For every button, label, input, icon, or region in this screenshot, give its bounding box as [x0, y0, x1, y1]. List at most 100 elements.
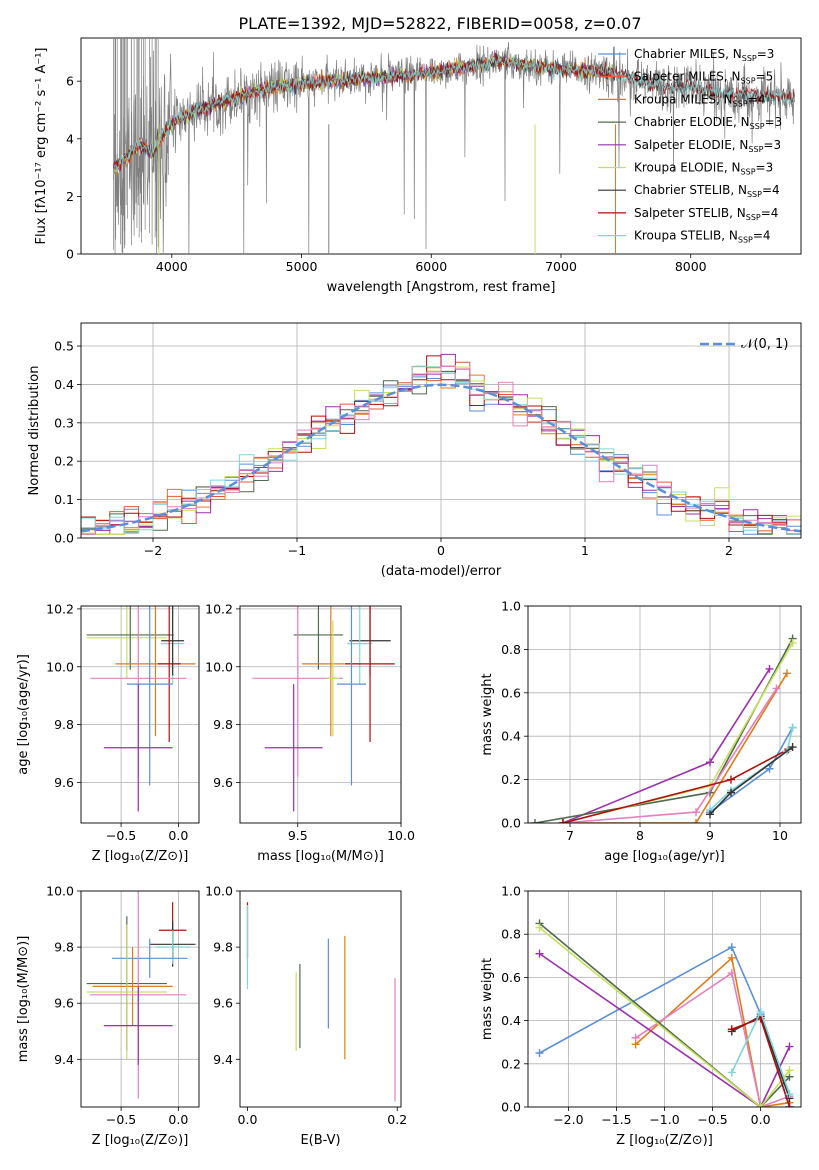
y-axis-label: age [log₁₀(age/yr)] [16, 654, 31, 775]
x-tick-label: −1 [288, 543, 306, 558]
y-tick-label: 0.1 [54, 492, 74, 507]
x-tick-label: 0.0 [168, 1112, 188, 1127]
massweight-vs-age-panel: 7 8 9 10 0.0 0.2 0.4 0.6 0.8 1.0 age [log₁₀(age/yr… [480, 599, 802, 864]
mass-weight-marker [785, 1103, 794, 1107]
y-tick-label: 0.6 [501, 970, 521, 985]
residual-plot-area [81, 353, 801, 535]
legend-entry: Chabrier MILES, NSSP=3 [634, 47, 774, 63]
mass-weight-marker [531, 819, 539, 823]
axes-frame [527, 605, 802, 824]
legend-entry: Salpeter ELODIE, NSSP=3 [634, 138, 781, 154]
y-tick-label: 10.0 [46, 659, 74, 674]
x-tick-label: 5000 [286, 259, 318, 274]
mass-weight-marker [772, 684, 781, 693]
y-tick-label: 9.6 [213, 996, 233, 1011]
x-axis-label: age [log₁₀(age/yr)] [604, 849, 725, 864]
mass-weight-marker [785, 1066, 794, 1075]
y-tick-label: 0.8 [501, 642, 521, 657]
mass-weight-marker [535, 1049, 544, 1057]
x-tick-label: 10.0 [387, 828, 415, 843]
mass-weight-marker [765, 664, 774, 673]
x-tick-label: 0 [437, 543, 445, 558]
mass-vs-Z-panel: −0.5 0.0 9.4 9.6 9.8 10.0 Z [log₁₀(Z/Z⊙)] mass … [16, 884, 200, 1148]
spectrum-panel: 4000 5000 6000 7000 8000 0 2 4 6 wavelength [Angs… [34, 37, 802, 295]
y-tick-label: 9.4 [54, 1052, 74, 1067]
x-axis-label: (data-model)/error [381, 564, 502, 579]
legend-entry: Kroupa STELIB, NSSP=4 [634, 229, 771, 245]
y-axis-label: mass weight [480, 958, 495, 1040]
mass-weight-marker [765, 764, 774, 773]
axes-frame [80, 322, 802, 539]
y-tick-label: 9.6 [213, 775, 233, 790]
mass-weight-marker [727, 788, 735, 797]
y-tick-label: 10.2 [205, 601, 233, 616]
x-tick-label: −1.5 [601, 1112, 631, 1127]
y-tick-label: 4 [66, 131, 74, 146]
x-tick-label: 10 [772, 828, 788, 843]
axes-frame [80, 890, 200, 1108]
mass-weight-line [562, 642, 794, 823]
mass-weight-line [538, 927, 791, 1107]
x-tick-label: −0.5 [106, 828, 136, 843]
spectrum-legend: Chabrier MILES, NSSP=3 Salpeter MILES, NS… [598, 47, 782, 245]
y-tick-label: 0.0 [54, 531, 74, 546]
x-tick-label: 9.5 [288, 828, 308, 843]
mass-weight-line [538, 922, 791, 1107]
y-axis-label: mass weight [480, 673, 495, 755]
x-tick-label: 6000 [415, 259, 447, 274]
residual-histogram [81, 366, 801, 535]
mass-weight-marker [535, 949, 544, 958]
y-tick-label: 10.2 [46, 601, 74, 616]
y-tick-label: 0.2 [54, 454, 74, 469]
mass-weight-marker [692, 808, 700, 817]
mass-weight-marker [727, 1025, 736, 1034]
mass-weight-marker [756, 1103, 765, 1107]
mass-weight-marker [692, 819, 700, 823]
y-tick-label: 10.0 [205, 659, 233, 674]
mass-weight-line [563, 672, 788, 823]
y-tick-label: 0.3 [54, 415, 74, 430]
x-tick-label: 0.2 [387, 1112, 407, 1127]
x-tick-label: −2 [144, 543, 162, 558]
axes-frame [239, 890, 402, 1108]
mass-weight-marker [788, 638, 797, 647]
mass-weight-marker [706, 758, 714, 767]
legend-entry: Chabrier ELODIE, NSSP=3 [634, 115, 782, 131]
y-tick-label: 1.0 [501, 599, 521, 614]
y-tick-label: 9.6 [54, 775, 74, 790]
x-tick-label: 2 [725, 543, 733, 558]
legend-entry: Chabrier STELIB, NSSP=4 [634, 183, 780, 199]
y-axis-label: Flux [fλ10⁻¹⁷ erg cm⁻² s⁻¹ A⁻¹] [34, 48, 49, 245]
y-tick-label: 10.0 [205, 884, 233, 899]
y-tick-label: 0 [66, 247, 74, 262]
residuals-panel: −2 −1 0 1 2 0.0 0.1 0.2 0.3 0.4 0.5 (data-model)/er… [27, 322, 802, 579]
y-tick-label: 0.8 [501, 927, 521, 942]
axes-frame [80, 605, 200, 824]
y-axis-label: mass [log₁₀(M/M⊙)] [16, 936, 31, 1063]
y-tick-label: 0.2 [501, 1056, 521, 1071]
mass-weight-marker [785, 1090, 794, 1099]
x-tick-label: 0.0 [168, 828, 188, 843]
x-tick-label: −0.5 [106, 1112, 136, 1127]
age-vs-mass-panel: 9.5 10.0 9.6 9.8 10.0 10.2 mass [log₁₀(M/M⊙)] [205, 601, 415, 864]
y-tick-label: 0.4 [501, 1013, 521, 1028]
y-tick-label: 6 [66, 74, 74, 89]
mass-weight-line [635, 956, 790, 1107]
y-tick-label: 9.6 [54, 996, 74, 1011]
mass-weight-marker [756, 1007, 765, 1016]
x-tick-label: 8000 [675, 259, 707, 274]
mass-weight-line [635, 971, 790, 1107]
y-tick-label: 10.0 [46, 884, 74, 899]
mass-weight-marker [727, 1068, 736, 1077]
massweight-vs-Z-panel: −2.0 −1.5 −1.0 −0.5 0.0 0.0 0.2 0.4 0.6 0.8 1.0 Z [… [480, 884, 802, 1148]
y-tick-label: 9.4 [213, 1052, 233, 1067]
y-tick-label: 1.0 [501, 884, 521, 899]
model-spectrum-kroupa-stelib [113, 54, 795, 174]
mass-weight-marker [727, 953, 736, 962]
mass-weight-marker [631, 1033, 640, 1042]
axes-frame [239, 605, 402, 824]
mass-weight-marker [788, 743, 797, 752]
x-axis-label: E(B-V) [300, 1133, 340, 1148]
legend-entry: Salpeter STELIB, NSSP=4 [634, 206, 778, 222]
x-tick-label: 9 [706, 828, 714, 843]
